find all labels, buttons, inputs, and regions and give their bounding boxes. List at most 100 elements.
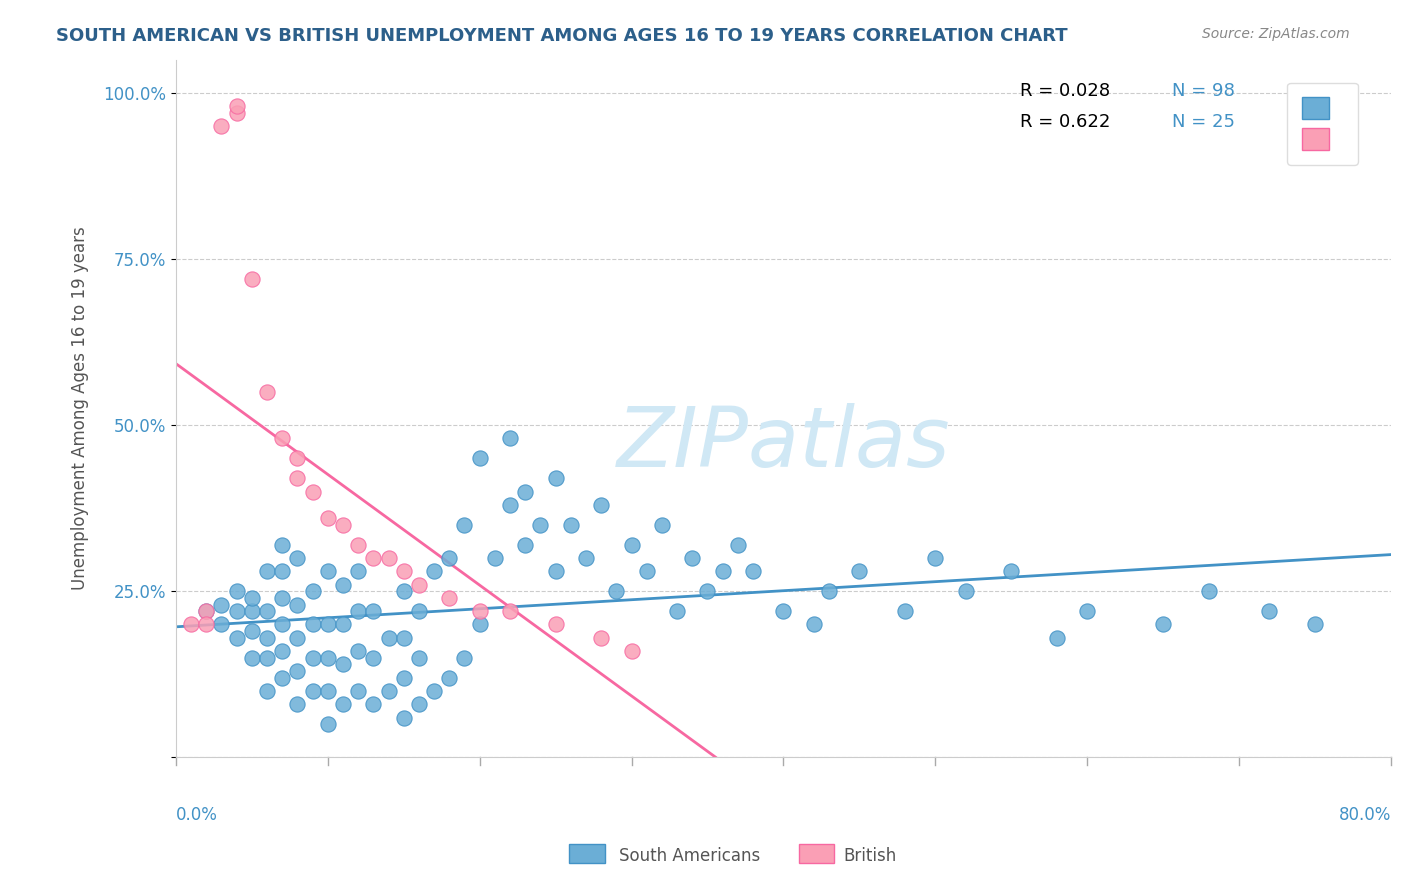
Point bbox=[392, 671, 415, 685]
Text: 80.0%: 80.0% bbox=[1339, 806, 1391, 824]
Point bbox=[301, 584, 323, 599]
Point bbox=[392, 584, 415, 599]
Point bbox=[316, 511, 339, 525]
Point bbox=[225, 99, 247, 113]
Point bbox=[256, 384, 278, 399]
Point bbox=[316, 564, 339, 578]
Point bbox=[651, 517, 673, 532]
Point bbox=[484, 551, 506, 566]
Point bbox=[363, 650, 385, 665]
Point bbox=[439, 551, 461, 566]
Point bbox=[316, 650, 339, 665]
Point bbox=[408, 577, 430, 591]
Point bbox=[240, 650, 263, 665]
Point bbox=[347, 564, 370, 578]
Point bbox=[180, 617, 202, 632]
Point bbox=[515, 484, 537, 499]
Point bbox=[591, 631, 613, 645]
Point bbox=[1258, 604, 1281, 618]
Point bbox=[240, 272, 263, 286]
Point bbox=[499, 498, 522, 512]
Point bbox=[285, 551, 308, 566]
Point bbox=[1046, 631, 1069, 645]
Point bbox=[363, 551, 385, 566]
Point bbox=[468, 451, 491, 466]
Point bbox=[301, 617, 323, 632]
Point bbox=[392, 710, 415, 724]
Text: Source: ZipAtlas.com: Source: ZipAtlas.com bbox=[1202, 27, 1350, 41]
Point bbox=[271, 644, 294, 658]
Text: N = 25: N = 25 bbox=[1173, 113, 1236, 131]
Point bbox=[439, 671, 461, 685]
Point bbox=[256, 604, 278, 618]
Point bbox=[711, 564, 734, 578]
Point bbox=[256, 631, 278, 645]
Point bbox=[742, 564, 765, 578]
Point bbox=[392, 564, 415, 578]
Point bbox=[924, 551, 946, 566]
Point bbox=[499, 604, 522, 618]
Point bbox=[560, 517, 582, 532]
Point bbox=[363, 698, 385, 712]
Point bbox=[256, 564, 278, 578]
Point bbox=[195, 617, 218, 632]
Point bbox=[1076, 604, 1098, 618]
Text: N = 98: N = 98 bbox=[1173, 82, 1234, 100]
Text: R = 0.622: R = 0.622 bbox=[1021, 113, 1111, 131]
Point bbox=[271, 617, 294, 632]
Point bbox=[332, 698, 354, 712]
Point bbox=[468, 604, 491, 618]
Point bbox=[377, 684, 399, 698]
Point bbox=[209, 119, 232, 133]
Point bbox=[347, 684, 370, 698]
Point bbox=[636, 564, 658, 578]
Point bbox=[225, 604, 247, 618]
Point bbox=[575, 551, 598, 566]
Point bbox=[347, 604, 370, 618]
Point bbox=[271, 564, 294, 578]
Point bbox=[727, 538, 749, 552]
Point bbox=[529, 517, 551, 532]
Text: ZIPatlas: ZIPatlas bbox=[617, 403, 950, 483]
Point bbox=[271, 538, 294, 552]
Point bbox=[271, 671, 294, 685]
Point bbox=[195, 604, 218, 618]
Point bbox=[347, 644, 370, 658]
Point bbox=[423, 684, 446, 698]
Point bbox=[301, 684, 323, 698]
Point bbox=[347, 538, 370, 552]
Point bbox=[818, 584, 841, 599]
Point bbox=[316, 684, 339, 698]
Point bbox=[408, 650, 430, 665]
Point bbox=[499, 431, 522, 445]
Point bbox=[377, 551, 399, 566]
Text: SOUTH AMERICAN VS BRITISH UNEMPLOYMENT AMONG AGES 16 TO 19 YEARS CORRELATION CHA: SOUTH AMERICAN VS BRITISH UNEMPLOYMENT A… bbox=[56, 27, 1069, 45]
Point bbox=[271, 431, 294, 445]
Point bbox=[1000, 564, 1022, 578]
Point bbox=[666, 604, 689, 618]
Point bbox=[256, 684, 278, 698]
Point bbox=[332, 657, 354, 672]
Point bbox=[439, 591, 461, 605]
Point bbox=[363, 604, 385, 618]
Point bbox=[225, 584, 247, 599]
Point bbox=[408, 604, 430, 618]
Legend: , : , bbox=[1288, 83, 1358, 164]
Point bbox=[696, 584, 718, 599]
Point bbox=[620, 538, 643, 552]
Point bbox=[240, 604, 263, 618]
Point bbox=[515, 538, 537, 552]
Point bbox=[301, 484, 323, 499]
Point bbox=[848, 564, 870, 578]
Point bbox=[285, 631, 308, 645]
Text: South Americans: South Americans bbox=[619, 847, 759, 865]
Text: British: British bbox=[844, 847, 897, 865]
Y-axis label: Unemployment Among Ages 16 to 19 years: Unemployment Among Ages 16 to 19 years bbox=[72, 227, 89, 591]
Point bbox=[544, 564, 567, 578]
Point bbox=[377, 631, 399, 645]
Point bbox=[271, 591, 294, 605]
Point bbox=[195, 604, 218, 618]
Point bbox=[316, 717, 339, 731]
Text: R = 0.028: R = 0.028 bbox=[1021, 82, 1111, 100]
Point bbox=[209, 598, 232, 612]
